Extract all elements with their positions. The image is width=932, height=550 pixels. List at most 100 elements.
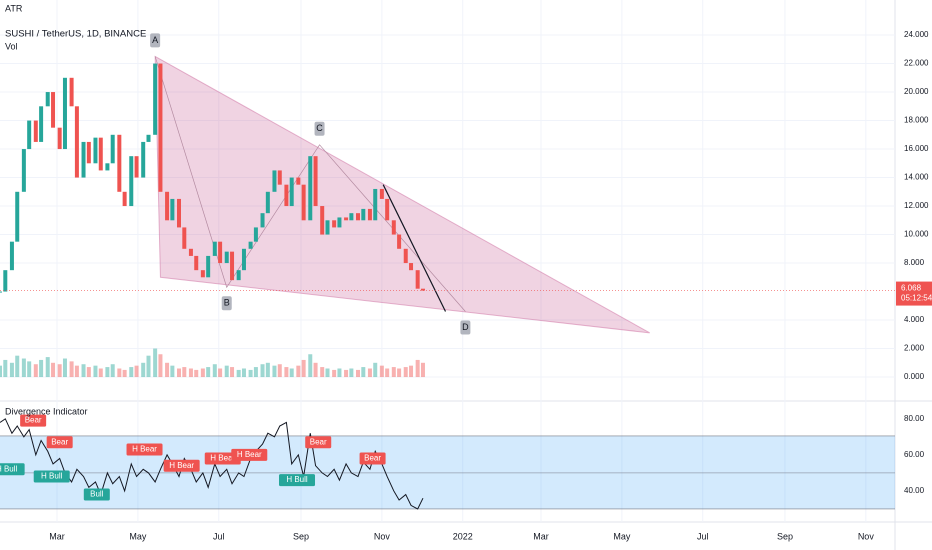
volume-bar	[86, 367, 91, 378]
candle	[344, 217, 349, 221]
x-tick-label: Nov	[374, 531, 391, 541]
signal-label: Bear	[310, 437, 327, 446]
candle	[349, 213, 354, 221]
volume-bar	[301, 359, 306, 378]
pattern-label: B	[224, 298, 230, 308]
signal-label: H Bull	[286, 475, 308, 484]
signal-box	[20, 414, 47, 427]
pattern-label-box	[460, 320, 471, 335]
candle	[325, 220, 330, 235]
indicator-line	[0, 418, 424, 510]
volume-bar	[277, 364, 282, 378]
candle	[33, 120, 38, 142]
volume-bar	[158, 354, 163, 378]
volume-bar	[141, 362, 146, 378]
volume-bar	[409, 365, 414, 378]
x-tick-label: Jul	[213, 531, 225, 541]
countdown: 05:12:54	[901, 294, 932, 303]
indicator-label: Divergence Indicator	[5, 406, 88, 416]
candle	[177, 198, 181, 228]
volume-bar	[188, 368, 193, 378]
volume-bar	[3, 359, 8, 378]
volume-bar	[33, 364, 38, 378]
candle	[218, 241, 223, 264]
volume-bar	[379, 365, 384, 378]
candle	[332, 220, 337, 228]
signal-box	[126, 443, 163, 456]
candle	[27, 120, 32, 150]
volume-bar	[69, 361, 74, 378]
candle	[277, 170, 282, 185]
x-tick-label: Mar	[533, 531, 549, 541]
candle	[3, 270, 8, 292]
x-tick-label: Jul	[697, 531, 709, 541]
y-tick-label: 22.000	[904, 59, 929, 68]
y-tick-label: 18.000	[904, 116, 929, 125]
volume-bar	[391, 367, 396, 378]
candle	[146, 134, 151, 142]
candle	[409, 263, 414, 271]
candle	[200, 270, 205, 278]
y-tick-label: 24.000	[904, 30, 929, 39]
volume-bar	[81, 364, 86, 378]
candle	[134, 156, 139, 178]
candle	[62, 77, 67, 150]
candle	[284, 184, 289, 207]
volume-bar	[260, 364, 265, 378]
triangle-pattern	[154, 55, 650, 334]
candle	[110, 134, 115, 164]
volume-bar	[325, 368, 330, 378]
candle	[0, 291, 2, 293]
volume-bar	[241, 368, 246, 378]
candle	[158, 63, 163, 192]
signal-label: Bull	[90, 490, 104, 499]
candle	[373, 188, 378, 221]
signal-box	[46, 436, 73, 449]
candle	[420, 288, 425, 291]
candle	[57, 127, 62, 150]
last-price: 6.068	[901, 284, 922, 293]
volume-bar	[296, 365, 301, 378]
candle	[397, 234, 402, 249]
candle	[260, 213, 265, 228]
candle	[241, 248, 246, 271]
candle	[253, 227, 258, 242]
candle	[272, 170, 277, 192]
y-tick-label: 2.000	[904, 344, 925, 353]
candle	[212, 241, 217, 256]
x-tick-label: 2022	[453, 531, 473, 541]
x-tick-label: Mar	[49, 531, 65, 541]
pattern-label-box	[314, 121, 325, 136]
volume-label: Vol	[5, 41, 18, 51]
y-tick-label: 10.000	[904, 230, 929, 239]
pattern-label: C	[316, 123, 323, 133]
x-tick-label: May	[613, 531, 631, 541]
x-tick-label: Sep	[777, 531, 793, 541]
signal-box	[231, 448, 268, 461]
volume-bar	[74, 365, 79, 378]
candle	[39, 106, 44, 142]
volume-bar	[117, 368, 122, 378]
candle	[165, 191, 170, 221]
volume-bar	[320, 367, 325, 378]
volume-bar	[344, 369, 349, 378]
y-tick-label: 8.000	[904, 258, 925, 267]
candle	[289, 177, 294, 207]
volume-bar	[289, 368, 294, 378]
last-price-tag	[896, 281, 932, 306]
candle	[356, 213, 360, 221]
candle	[301, 184, 306, 221]
volume-bar	[385, 368, 390, 378]
candle	[9, 241, 14, 271]
candle	[141, 141, 146, 178]
volume-bar	[200, 368, 205, 378]
signal-label: H Bear	[210, 454, 235, 463]
candle	[188, 248, 193, 256]
volume-bar	[194, 369, 199, 378]
candle	[206, 255, 211, 278]
candle	[337, 217, 342, 228]
volume-bar	[105, 367, 110, 378]
volume-bar	[420, 362, 425, 378]
candle	[385, 198, 390, 221]
